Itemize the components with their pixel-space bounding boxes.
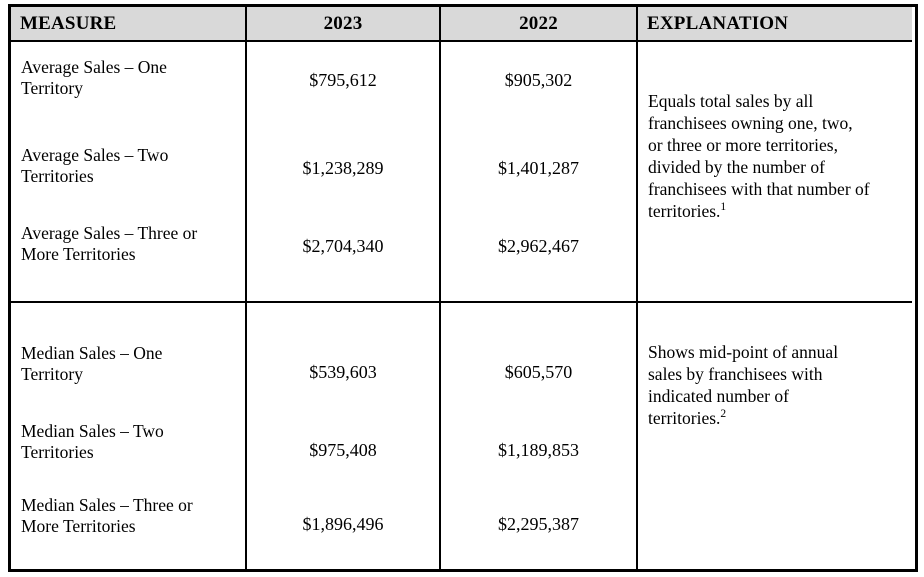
footnote-marker: 1 <box>720 201 727 214</box>
footnote-marker: 2 <box>720 408 727 421</box>
header-label-2023: 2023 <box>323 12 363 34</box>
measure-label: Average Sales – One Territory <box>21 57 167 98</box>
header-cell-explanation: EXPLANATION <box>638 7 912 42</box>
value-2022: $605,570 <box>504 361 573 382</box>
measure-label: Median Sales – Two Territories <box>21 421 164 462</box>
average-explanation-cell: Equals total sales by all franchisees ow… <box>638 42 912 303</box>
average-2023-cell: $795,612 $1,238,289 $2,704,340 <box>247 42 441 303</box>
value-2022: $1,189,853 <box>498 439 579 460</box>
value-2023: $2,704,340 <box>302 235 384 256</box>
value-2022: $2,962,467 <box>498 235 579 256</box>
value-2022: $905,302 <box>504 69 573 90</box>
header-cell-2023: 2023 <box>247 7 441 42</box>
header-cell-measure: MEASURE <box>11 7 247 42</box>
measure-label: Median Sales – Three or More Territories <box>21 495 193 536</box>
explanation-text: Shows mid-point of annual sales by franc… <box>648 341 870 429</box>
franchise-sales-table: MEASURE 2023 2022 EXPLANATION Average Sa… <box>8 4 918 572</box>
measure-label: Median Sales – One Territory <box>21 343 163 384</box>
value-2023: $539,603 <box>309 361 377 382</box>
measure-label: Average Sales – Two Territories <box>21 145 169 186</box>
header-label-measure: MEASURE <box>20 12 117 34</box>
value-2022: $1,401,287 <box>498 157 579 178</box>
explanation-text: Equals total sales by all franchisees ow… <box>648 90 870 222</box>
value-2023: $975,408 <box>309 439 377 460</box>
value-2023: $1,238,289 <box>302 157 384 178</box>
median-2023-cell: $539,603 $975,408 $1,896,496 <box>247 303 441 569</box>
value-2022: $2,295,387 <box>498 513 579 534</box>
explanation-body: Shows mid-point of annual sales by franc… <box>648 342 839 428</box>
header-label-explanation: EXPLANATION <box>647 12 789 34</box>
median-2022-cell: $605,570 $1,189,853 $2,295,387 <box>441 303 638 569</box>
value-2023: $795,612 <box>309 69 377 90</box>
explanation-body: Equals total sales by all franchisees ow… <box>648 91 870 221</box>
average-2022-cell: $905,302 $1,401,287 $2,962,467 <box>441 42 638 303</box>
median-explanation-cell: Shows mid-point of annual sales by franc… <box>638 303 912 569</box>
value-2023: $1,896,496 <box>302 513 384 534</box>
measure-label: Average Sales – Three or More Territorie… <box>21 223 198 264</box>
header-label-2022: 2022 <box>519 12 558 34</box>
median-measure-cell: Median Sales – One Territory Median Sale… <box>11 303 247 569</box>
average-measure-cell: Average Sales – One Territory Average Sa… <box>11 42 247 303</box>
header-cell-2022: 2022 <box>441 7 638 42</box>
